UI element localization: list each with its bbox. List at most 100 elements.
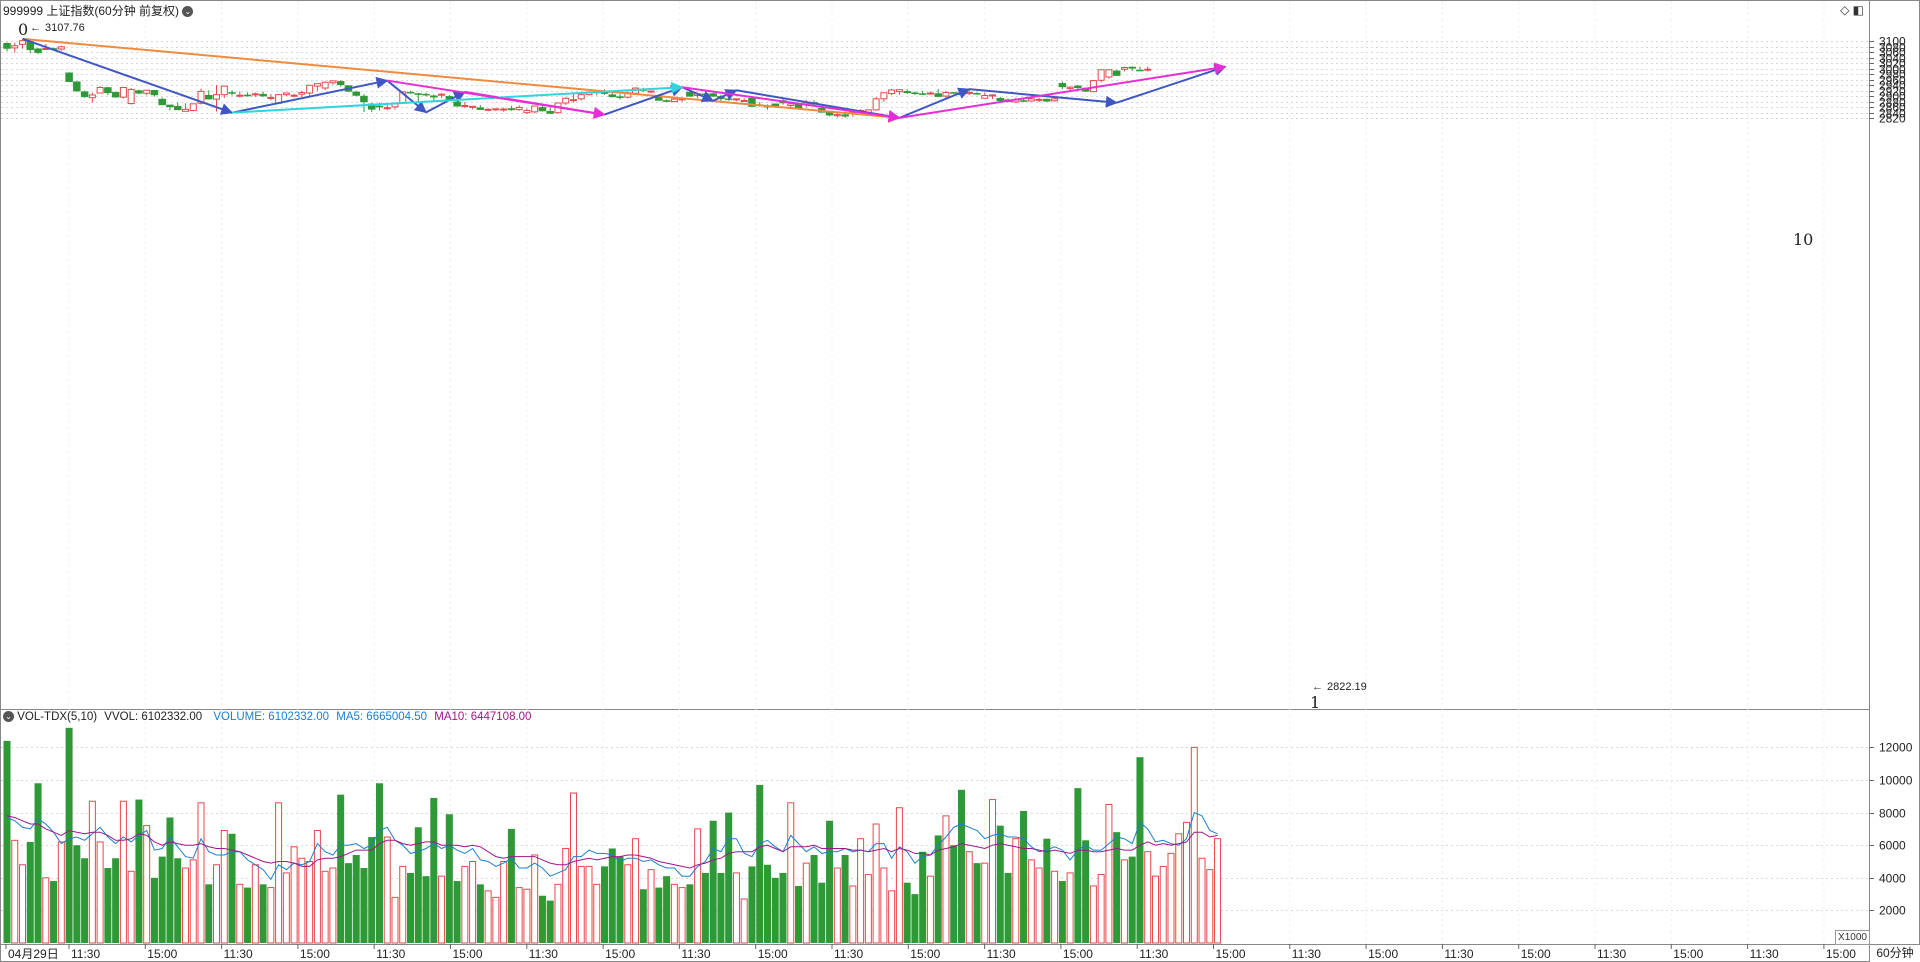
time-tick-label: 11:30 [834, 947, 863, 961]
volume-tick-label: 12000 [1879, 741, 1913, 755]
volume-bar [407, 872, 415, 943]
ma10-value: MA10: 6447108.00 [434, 711, 532, 723]
volume-bar [360, 868, 368, 943]
volume-bar [500, 861, 508, 944]
volume-ma-lines [6, 811, 1218, 881]
volume-bar [818, 882, 826, 943]
volume-bar [655, 887, 663, 943]
chart-title[interactable]: 999999 上证指数(60分钟 前复权) ⌄ [3, 2, 194, 19]
volume-bar [515, 887, 523, 944]
candle-body [1097, 69, 1105, 81]
volume-bar [694, 828, 702, 944]
volume-indicator-title: VOL-TDX(5,10) [17, 711, 98, 723]
volume-header: ⌄ VOL-TDX(5,10) VVOL: 6102332.00 VOLUME:… [3, 711, 531, 723]
volume-bar [344, 863, 352, 943]
volume-bar [919, 851, 927, 943]
ma10-line [6, 815, 1218, 869]
chevron-down-icon[interactable]: ⌄ [3, 711, 14, 723]
candle-body [911, 92, 919, 94]
price-tick-label: 3000 [1879, 63, 1906, 77]
volume-bar [189, 859, 197, 944]
volume-bar [1214, 838, 1222, 944]
volume-bar [981, 862, 989, 944]
volume-bar [538, 895, 546, 943]
candle-body [352, 91, 360, 96]
volume-bar [65, 727, 73, 943]
diamond-icon[interactable]: ◇ [1840, 3, 1850, 17]
volume-bar [701, 872, 709, 943]
volume-bar [779, 872, 787, 943]
candle-body [111, 91, 120, 98]
pivot-line [386, 79, 427, 114]
volume-bar [298, 857, 306, 944]
volume-bar [1120, 859, 1128, 944]
volume-bar [989, 799, 997, 944]
time-axis: 04月29日 11:30 15:00 11:30 15:00 11:30 15:00 11:3… [5, 944, 1856, 961]
candle-body [298, 91, 306, 95]
volume-bar [267, 887, 275, 944]
candle-body [243, 94, 252, 97]
volume-bar [143, 825, 151, 944]
candle-body [213, 94, 221, 100]
candle-body [57, 46, 65, 50]
time-tick-label: 11:30 [1139, 947, 1168, 961]
volume-bar [725, 812, 733, 943]
volume-bar [507, 828, 515, 943]
candle-body [220, 85, 228, 96]
price-tick-label: 3040 [1879, 52, 1906, 66]
top-toolbar: ◇ ◧ [1840, 3, 1864, 17]
volume-bar [608, 848, 616, 943]
candle-body [329, 80, 337, 84]
volume-bar [911, 894, 919, 943]
volume-bar [275, 802, 283, 944]
volume-bar [616, 856, 624, 943]
volume-bar [414, 827, 422, 943]
candle-body [989, 94, 997, 97]
volume-bar [251, 864, 259, 944]
volume-bar [1012, 838, 1020, 944]
volume-bar [740, 898, 748, 944]
volume-bar [810, 854, 818, 943]
volume-bar [205, 884, 213, 943]
volume-bar [181, 867, 189, 944]
candle-body [3, 42, 11, 49]
volume-bar [632, 838, 640, 944]
volume-bar [1198, 857, 1206, 944]
pivot-line [899, 62, 1227, 119]
time-tick-label: 15:00 [1368, 947, 1398, 961]
candle-body [422, 93, 430, 96]
candle-body [461, 104, 469, 107]
volume-bar [1066, 872, 1074, 944]
panel-icon[interactable]: ◧ [1852, 3, 1864, 17]
chart-title-text: 999999 上证指数(60分钟 前复权) [3, 4, 180, 18]
timeframe-button[interactable]: 60分钟 [1869, 945, 1920, 962]
time-tick-label: 11:30 [71, 947, 100, 961]
candle-body [577, 94, 585, 100]
volume-bar [453, 881, 461, 943]
volume-bar [546, 900, 554, 943]
candle-body [321, 81, 329, 89]
pivot-lines [22, 37, 1227, 123]
pivot-line [899, 87, 971, 119]
volume-bar [166, 817, 174, 943]
volume-bar [112, 858, 120, 943]
volume-bar [1043, 838, 1051, 943]
volume-bar [787, 802, 795, 944]
volume-bar [841, 854, 849, 943]
candle-body [1136, 69, 1144, 72]
volume-bar [1035, 867, 1043, 944]
candle-body [1043, 98, 1051, 102]
volume-bar [368, 837, 376, 943]
volume-bar [306, 861, 314, 944]
volume-bar [476, 884, 484, 943]
volume-axis: 2000 4000 6000 8000 10000 12000 [1869, 741, 1913, 918]
volume-bar [1136, 757, 1144, 943]
candle-body [872, 98, 880, 111]
time-tick-label: 15:00 [758, 947, 788, 961]
chevron-down-icon[interactable]: ⌄ [182, 6, 194, 18]
volume-bar [577, 865, 585, 944]
volume-bar [88, 800, 96, 944]
candle-body [228, 92, 236, 94]
candle-body [523, 109, 531, 114]
